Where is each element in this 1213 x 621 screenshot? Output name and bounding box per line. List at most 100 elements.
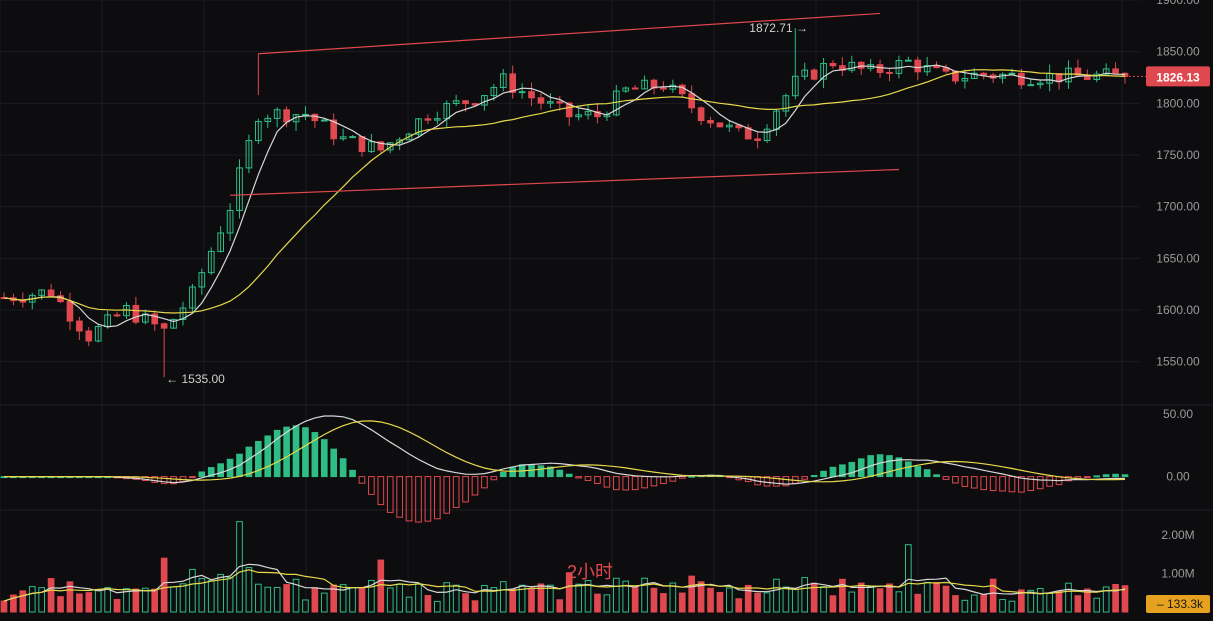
candle[interactable] <box>575 108 582 121</box>
candle-body <box>886 71 893 74</box>
candle[interactable] <box>368 133 375 153</box>
candle[interactable] <box>160 322 168 378</box>
price-pane[interactable]: 1872.71 → ← 1535.00 <box>0 12 1129 386</box>
candle[interactable] <box>179 301 187 326</box>
candle[interactable] <box>85 327 93 347</box>
candle[interactable] <box>905 56 912 62</box>
candle[interactable] <box>113 311 121 318</box>
candle[interactable] <box>763 124 771 144</box>
candle[interactable] <box>396 137 403 151</box>
candle[interactable] <box>565 102 573 126</box>
candle[interactable] <box>631 85 639 90</box>
current-price-value: 1826.13 <box>1156 70 1200 84</box>
candle[interactable] <box>848 55 856 73</box>
candle[interactable] <box>556 95 564 111</box>
candle[interactable] <box>537 93 545 110</box>
candle[interactable] <box>707 116 714 128</box>
candle-body <box>377 141 385 151</box>
candle[interactable] <box>584 104 592 120</box>
candle[interactable] <box>94 323 102 343</box>
candle[interactable] <box>415 118 422 138</box>
candle[interactable] <box>782 93 790 117</box>
candle[interactable] <box>726 120 733 132</box>
candle[interactable] <box>198 268 206 295</box>
candle[interactable] <box>886 68 893 82</box>
candle[interactable] <box>245 134 253 174</box>
macd-histogram-bar <box>547 466 554 478</box>
candle[interactable] <box>76 316 83 340</box>
volume-bar <box>28 586 36 613</box>
candle[interactable] <box>716 122 724 128</box>
candle[interactable] <box>339 128 347 141</box>
candle[interactable] <box>273 107 281 128</box>
current-volume-tag[interactable] <box>1146 595 1210 613</box>
candle-body <box>189 286 196 309</box>
macd-pane[interactable] <box>0 415 1129 523</box>
candle[interactable] <box>1112 62 1119 74</box>
candle-body <box>368 141 375 153</box>
candle[interactable] <box>829 60 837 69</box>
candle[interactable] <box>518 83 526 99</box>
candle[interactable] <box>207 247 215 276</box>
price-axis[interactable]: 1550.00 1600.00 1650.00 1700.00 1750.00 1800.… <box>1125 0 1210 613</box>
candle[interactable] <box>754 132 761 149</box>
candle[interactable] <box>697 106 705 126</box>
candle[interactable] <box>1027 78 1035 87</box>
candle[interactable] <box>38 289 46 300</box>
candle[interactable] <box>1093 70 1101 83</box>
candle[interactable] <box>236 159 243 219</box>
volume-bar <box>217 573 224 613</box>
candle[interactable] <box>801 62 809 81</box>
volume-bar <box>141 587 149 613</box>
candle-body <box>217 232 224 252</box>
volume-bar <box>499 581 507 613</box>
candle[interactable] <box>66 292 74 331</box>
candle[interactable] <box>189 283 196 313</box>
candle[interactable] <box>641 75 648 90</box>
candle[interactable] <box>594 103 601 124</box>
volume-pane[interactable] <box>0 521 1129 613</box>
macd-histogram-bar <box>1121 474 1129 478</box>
candle[interactable] <box>349 135 356 139</box>
candle[interactable] <box>810 68 818 81</box>
candle[interactable] <box>857 61 865 75</box>
candle[interactable] <box>1074 59 1082 76</box>
candle[interactable] <box>330 113 338 146</box>
trend-channel-lower[interactable] <box>230 168 899 196</box>
candle[interactable] <box>255 118 262 144</box>
candle[interactable] <box>547 93 554 109</box>
candle[interactable] <box>226 203 234 241</box>
candle[interactable] <box>528 82 535 107</box>
candle[interactable] <box>509 65 517 99</box>
candle[interactable] <box>434 111 441 125</box>
candle[interactable] <box>47 283 55 298</box>
volume-bar <box>1065 582 1072 613</box>
candle[interactable] <box>622 86 630 93</box>
candle[interactable] <box>424 114 432 124</box>
candle-body <box>264 117 272 123</box>
candle[interactable] <box>650 78 658 95</box>
candle-body <box>641 79 648 90</box>
candle[interactable] <box>791 28 799 100</box>
candle[interactable] <box>264 114 272 128</box>
macd-histogram-bar <box>810 475 818 478</box>
candle-body <box>462 100 469 105</box>
candle[interactable] <box>1036 80 1044 89</box>
candle[interactable] <box>1018 68 1025 89</box>
candle[interactable] <box>820 57 827 89</box>
candle[interactable] <box>452 94 460 107</box>
candle-body <box>226 209 234 234</box>
candle[interactable] <box>876 59 884 78</box>
current-price-tag[interactable] <box>1146 66 1210 87</box>
trend-channel-upper[interactable] <box>258 12 881 55</box>
candle[interactable] <box>170 318 177 329</box>
candle[interactable] <box>151 310 159 331</box>
candle[interactable] <box>499 68 507 92</box>
candle[interactable] <box>914 56 922 81</box>
macd-histogram-bar <box>499 471 507 478</box>
candle[interactable] <box>217 226 224 253</box>
candle-body <box>801 69 809 77</box>
